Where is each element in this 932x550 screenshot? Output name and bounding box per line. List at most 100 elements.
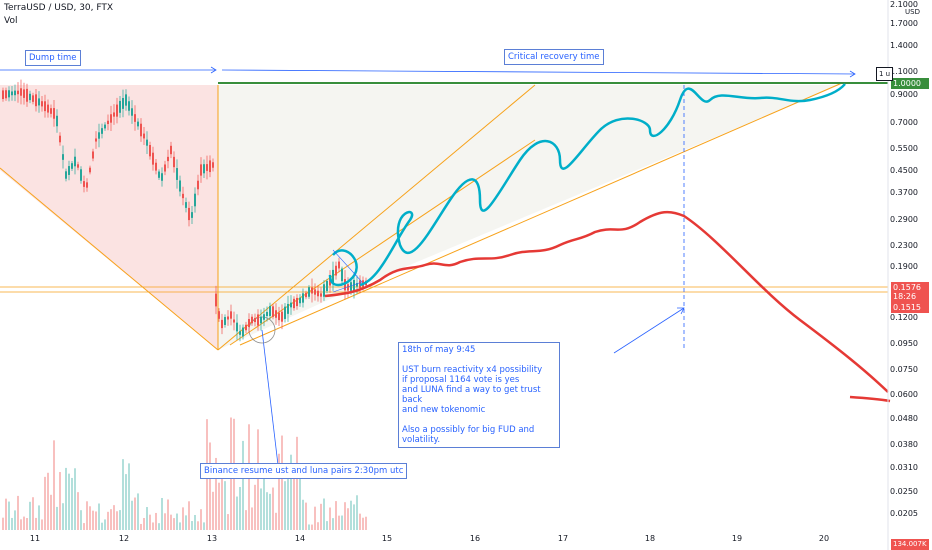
candle-body [68,166,70,175]
volume-bar [137,493,139,530]
volume-bar [302,499,304,530]
candle-body [323,284,325,297]
volume-bar [215,457,217,530]
candle-body [89,167,91,173]
volume-bar [290,454,292,530]
candle-body [221,319,223,329]
candle-body [122,97,124,109]
volume-bar [266,492,268,530]
volume-bar [131,500,133,530]
candle-body [338,261,340,269]
candle-body [164,164,166,172]
volume-bar [347,508,349,530]
candle-body [125,94,127,106]
volume-bar [77,492,79,530]
recovery-line-mid [229,139,536,346]
volume-bar [173,518,175,530]
volume-bar [200,509,202,530]
volume-bar [32,497,34,530]
time-tick: 13 [206,534,218,543]
dump-time-label[interactable]: Dump time [25,50,81,66]
candle-body [293,298,295,309]
candle-body [335,265,337,276]
volume-bar [59,472,61,530]
candle-body [272,306,274,317]
volume-bar [119,510,121,530]
candle-body [104,124,106,129]
volume-bar [221,465,223,530]
candle-body [53,108,55,119]
volume-bar [194,514,196,530]
volume-bar [143,518,145,530]
candle-body [218,311,220,319]
volume-bar [293,477,295,530]
volume-bar [35,517,37,530]
candle-body [143,133,145,139]
candles-group [2,79,367,342]
candle-body [119,100,121,113]
price-tick: 0.0480 [890,414,918,424]
volume-bar [47,472,49,530]
volume-bar [209,442,211,530]
time-tick: 20 [818,534,830,543]
volume-bar [104,519,106,530]
candle-body [233,319,235,323]
volume-bar [98,503,100,530]
binance-note[interactable]: Binance resume ust and luna pairs 2:30pm… [200,463,408,479]
candle-body [308,287,310,297]
volume-bar [116,511,118,530]
candle-body [311,287,313,294]
candle-body [62,154,64,160]
volume-bar [80,510,82,530]
note-pointer-arrow [613,307,685,354]
volume-bar [158,523,160,530]
candle-body [167,156,169,162]
candle-body [83,181,85,187]
candle-body [116,104,118,117]
candle-body [152,152,154,165]
volume-bar [122,459,124,530]
chart-title: TerraUSD / USD, 30, FTX [4,3,114,13]
candle-body [173,156,175,168]
candle-body [8,90,10,98]
candle-body [356,283,358,287]
volume-bar [272,487,274,530]
candle-body [2,90,4,100]
may18-note[interactable]: 18th of may 9:45 UST burn reactivity x4 … [398,342,560,448]
time-tick: 18 [644,534,656,543]
volume-bar [341,515,343,530]
volume-bar [263,470,265,530]
currency-label: USD [905,8,920,16]
recovery-line-lower [239,82,843,346]
volume-bar [110,509,112,530]
volume-bar [245,510,247,530]
volume-bar [227,514,229,530]
candle-body [170,145,172,155]
volume-bar [182,507,184,530]
price-tick: 0.9000 [890,89,918,99]
volume-bar [146,507,148,530]
candle-body [332,269,334,283]
candle-body [284,306,286,319]
volume-bar [41,519,43,530]
volume-bar [11,517,13,530]
candle-body [155,162,157,171]
candle-body [110,114,112,123]
candle-body [65,171,67,179]
volume-bar [26,518,28,530]
volume-bar [188,501,190,530]
volume-bar [257,429,259,530]
volume-bar [353,504,355,530]
volume-bar [269,493,271,530]
critical-recovery-label[interactable]: Critical recovery time [504,49,604,65]
candle-body [314,289,316,295]
candle-body [263,314,265,320]
candle-body [158,171,160,178]
bullish-projection-path [328,83,846,287]
dump-zone-shade [0,85,218,350]
volume-bar [23,516,25,530]
price-tick: 0.1200 [890,312,918,322]
candle-body [50,108,52,114]
